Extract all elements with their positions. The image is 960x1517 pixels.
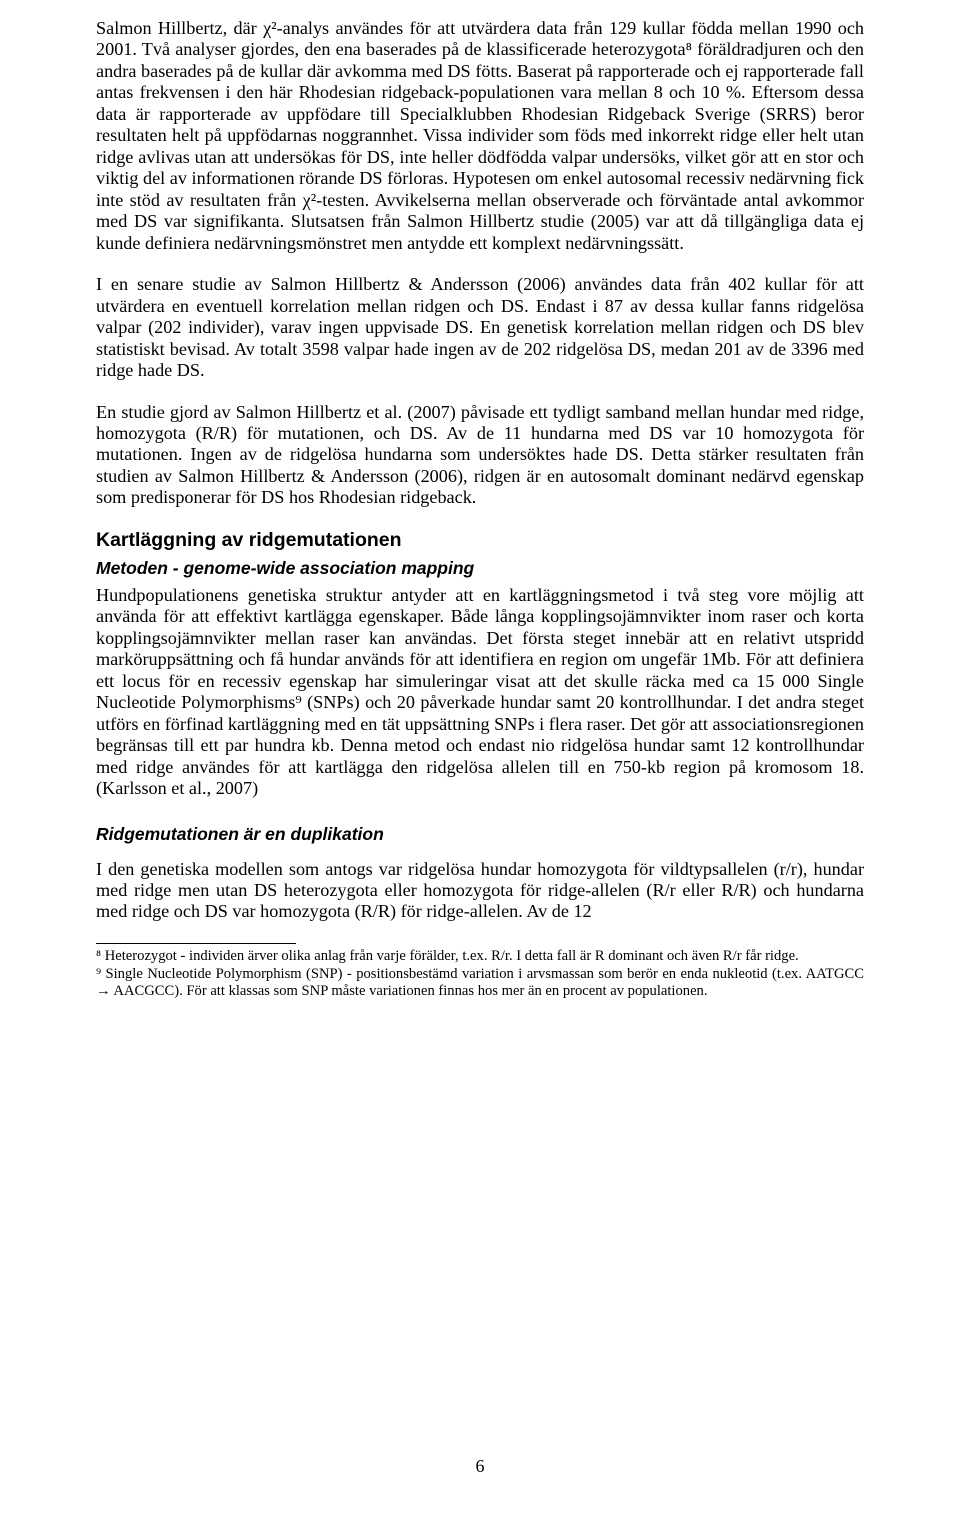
footnote-8: ⁸ Heterozygot - individen ärver olika an…	[96, 948, 864, 965]
subheading-metoden: Metoden - genome-wide association mappin…	[96, 558, 864, 579]
paragraph-3: En studie gjord av Salmon Hillbertz et a…	[96, 402, 864, 509]
paragraph-4: Hundpopulationens genetiska struktur ant…	[96, 585, 864, 800]
paragraph-1: Salmon Hillbertz, där χ²-analys användes…	[96, 18, 864, 254]
footnote-9: ⁹ Single Nucleotide Polymorphism (SNP) -…	[96, 966, 864, 1000]
paragraph-2: I en senare studie av Salmon Hillbertz &…	[96, 274, 864, 381]
subheading-duplikation: Ridgemutationen är en duplikation	[96, 824, 864, 845]
footnote-separator	[96, 943, 296, 944]
page-number: 6	[0, 1456, 960, 1477]
page: Salmon Hillbertz, där χ²-analys användes…	[0, 0, 960, 1517]
paragraph-5: I den genetiska modellen som antogs var …	[96, 859, 864, 923]
heading-kartlaggning: Kartläggning av ridgemutationen	[96, 529, 864, 552]
footnotes-block: ⁸ Heterozygot - individen ärver olika an…	[96, 948, 864, 1001]
